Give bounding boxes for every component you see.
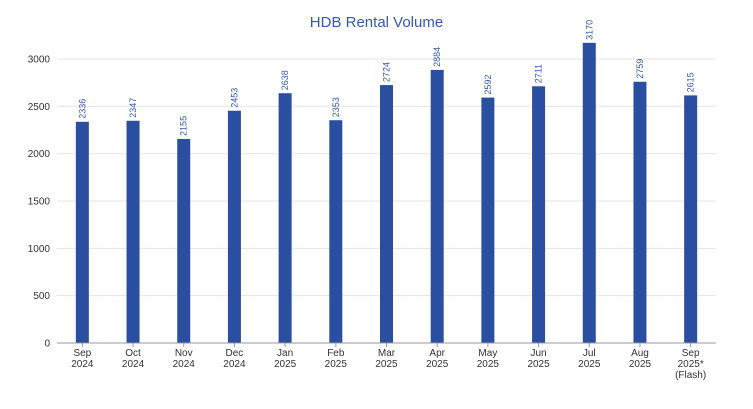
x-axis: Sep 2024 Oct 2024 Nov 2024 Dec 2024 Jan 2025 Feb 20…	[57, 342, 716, 381]
x-tick-label: Feb 2025	[325, 348, 348, 370]
bar	[380, 85, 393, 343]
data-label: 2759	[635, 59, 645, 79]
x-tick-label: Sep 2025* (Flash)	[675, 348, 706, 381]
data-label: 2724	[382, 62, 392, 82]
data-label: 2592	[483, 75, 493, 95]
data-label: 2884	[432, 47, 442, 67]
data-label: 2347	[128, 98, 138, 118]
bar	[329, 120, 343, 343]
data-label: 2615	[686, 72, 696, 92]
bars	[75, 42, 698, 344]
y-tick-label: 500	[33, 291, 50, 302]
data-label: 2638	[280, 70, 290, 90]
x-tick-label: Jun 2025	[527, 348, 550, 370]
x-tick-label: Jan 2025	[274, 348, 297, 370]
x-tick-label: Sep 2024	[71, 348, 94, 370]
y-axis: 0 500 1000 1500 2000 2500 3000	[28, 54, 51, 349]
x-tick-label: May 2025	[477, 348, 500, 370]
x-tick-label: Mar 2025	[375, 348, 398, 370]
bar	[430, 69, 444, 343]
bar	[177, 138, 191, 343]
x-tick-label: Oct 2024	[122, 348, 145, 370]
bar	[227, 110, 241, 343]
bar	[582, 42, 596, 343]
data-label: 3170	[584, 20, 594, 40]
data-labels: 2336 2347 2155 2453 2638 2353 2724 2884 2592 2711…	[77, 20, 695, 136]
y-tick-label: 3000	[28, 54, 51, 65]
y-tick-label: 2500	[28, 102, 51, 113]
bar	[75, 121, 89, 343]
y-tick-label: 0	[44, 339, 50, 350]
data-label: 2353	[331, 97, 341, 117]
data-label: 2711	[534, 64, 544, 83]
x-tick-label: Dec 2024	[223, 348, 246, 370]
bar	[126, 120, 140, 344]
chart-title: HDB Rental Volume	[310, 14, 443, 31]
bar	[278, 93, 292, 343]
data-label: 2155	[179, 116, 189, 136]
x-tick-label: Apr 2025	[426, 348, 449, 370]
data-label: 2453	[229, 88, 239, 108]
x-tick-label: Aug 2025	[629, 348, 652, 370]
bar	[481, 97, 495, 343]
bar	[633, 81, 647, 343]
y-tick-label: 1500	[28, 196, 51, 207]
bar	[532, 86, 546, 343]
y-tick-label: 1000	[28, 244, 51, 255]
x-tick-label: Jul 2025	[578, 348, 601, 370]
y-tick-label: 2000	[28, 149, 51, 160]
x-tick-label: Nov 2024	[173, 348, 196, 370]
data-label: 2336	[77, 99, 87, 119]
bar	[684, 95, 698, 344]
